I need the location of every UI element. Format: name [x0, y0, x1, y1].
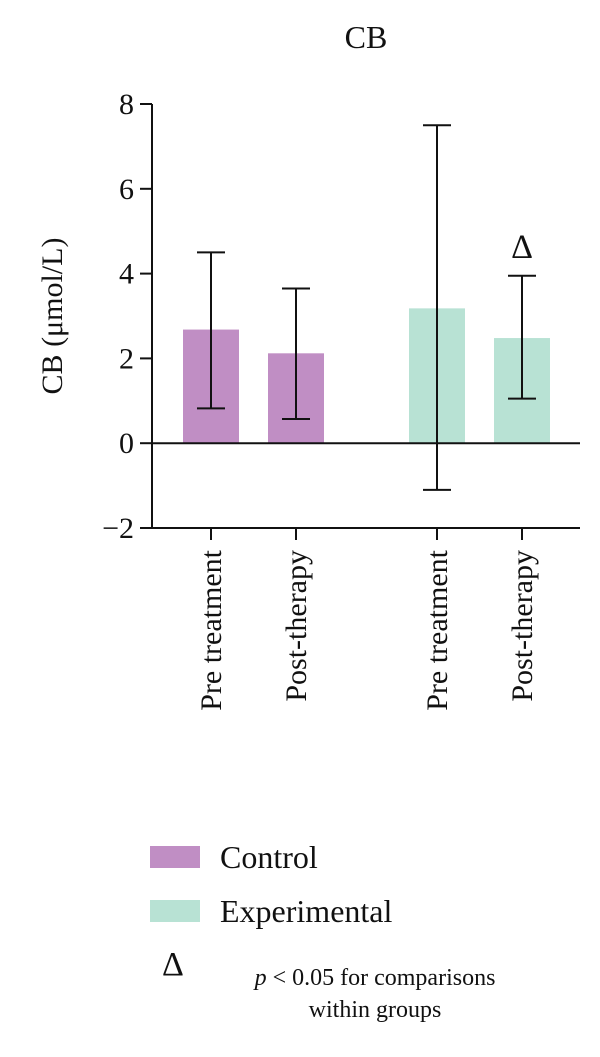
- x-tick-label-2: Post-therapy: [280, 550, 313, 702]
- legend: Control Experimental: [150, 832, 392, 936]
- footnote-line2: within groups: [308, 997, 442, 1023]
- significance-marker-4: Δ: [511, 229, 533, 266]
- y-tick-label-5: 8: [119, 88, 134, 121]
- y-tick-label-2: 2: [119, 342, 134, 375]
- chart-title: CB: [345, 19, 388, 55]
- y-tick-label-0: −2: [102, 512, 134, 545]
- plot-area: −2 0 2 4 6 8 Pre treatment Post-therapy Pre trea…: [102, 88, 580, 711]
- legend-item-experimental: Experimental: [150, 886, 392, 936]
- footnote-text: p < 0.05 for comparisons within groups: [225, 962, 496, 1026]
- footnote-p: p: [254, 965, 267, 991]
- x-tick-label-3: Pre treatment: [421, 549, 454, 710]
- y-tick-label-3: 4: [119, 258, 134, 291]
- x-tick-label-1: Pre treatment: [195, 549, 228, 710]
- legend-label-control: Control: [220, 838, 318, 875]
- footnote-line1: < 0.05 for comparisons: [266, 965, 496, 991]
- legend-label-experimental: Experimental: [220, 892, 393, 929]
- legend-swatch-control: [150, 846, 200, 868]
- legend-item-control: Control: [150, 832, 392, 882]
- x-tick-label-4: Post-therapy: [506, 550, 539, 702]
- y-tick-label-1: 0: [119, 427, 134, 460]
- legend-swatch-experimental: [150, 900, 200, 922]
- significance-footnote: Δ p < 0.05 for comparisons within groups: [150, 946, 570, 1026]
- y-tick-label-4: 6: [119, 173, 134, 206]
- bar-chart: CB CB (μmol/L) −2 0 2 4 6 8 Pre treatment Post-…: [36, 19, 580, 711]
- y-axis-label: CB (μmol/L): [36, 238, 69, 395]
- delta-symbol: Δ: [162, 946, 184, 983]
